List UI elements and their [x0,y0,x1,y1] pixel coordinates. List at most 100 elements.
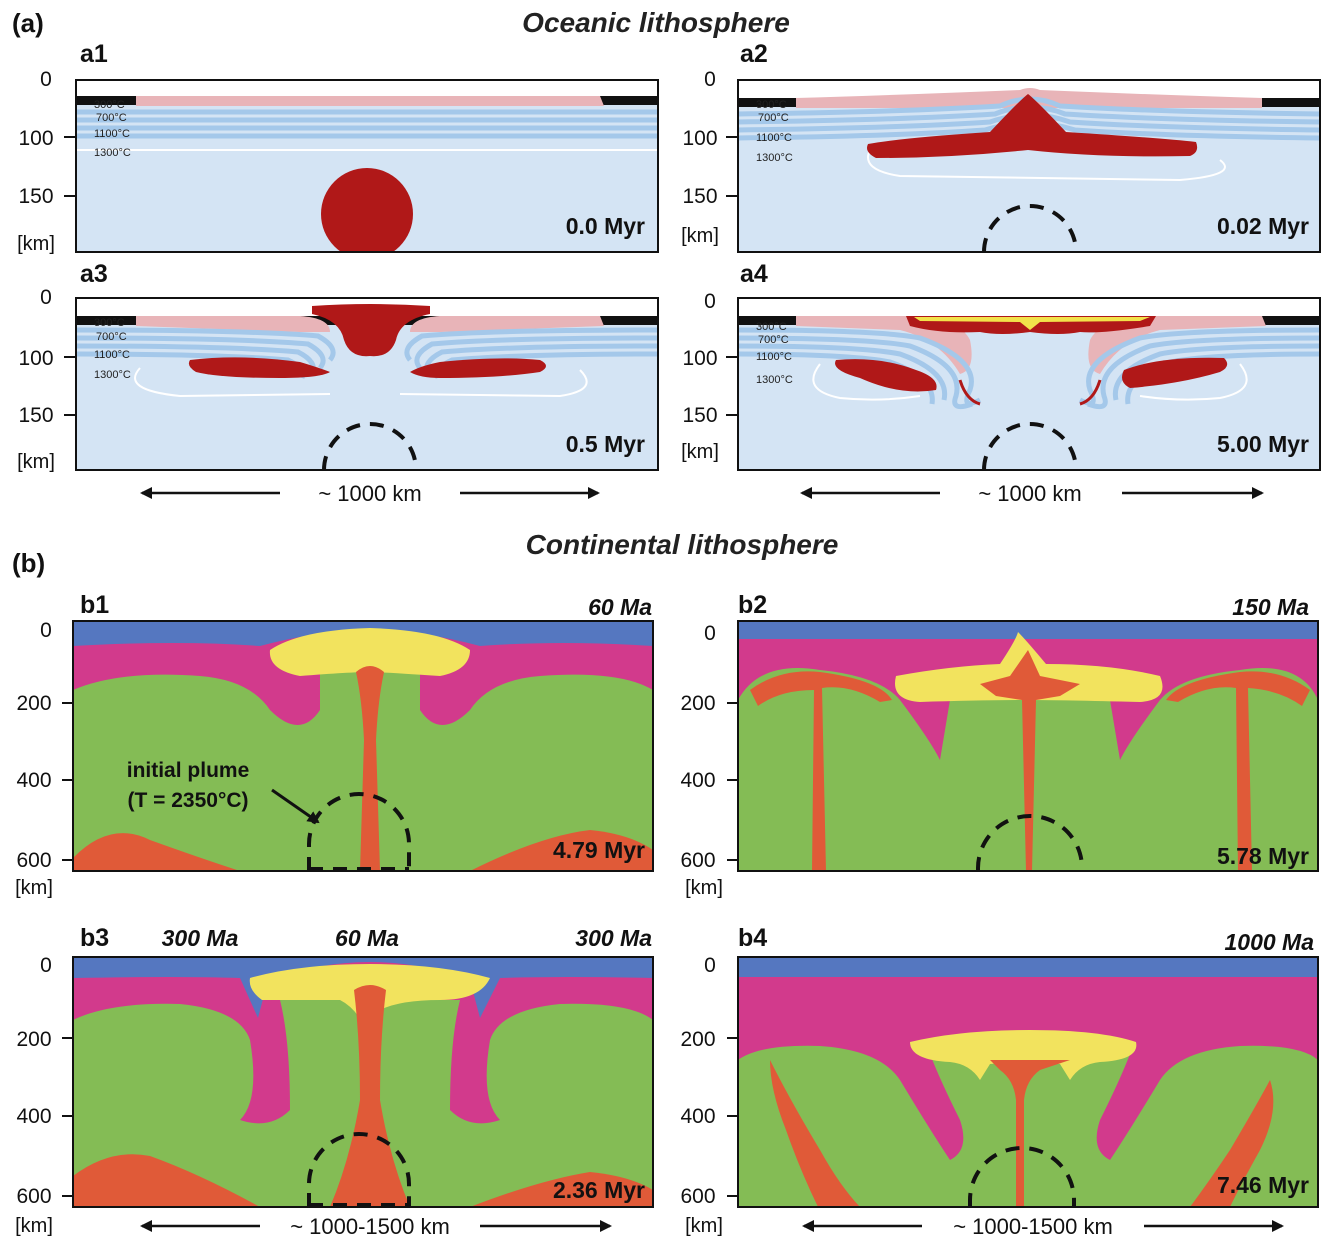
isotherm-1100-a1: 1100°C [94,128,130,140]
age-b2: 150 Ma [1232,594,1309,620]
isotherm-1100-a3: 1100°C [94,349,130,361]
depth-axis-b4: 0 200 400 600 [km] [680,954,738,1237]
plume-conduit-b3 [330,985,410,1207]
initial-plume-outline-b2 [976,814,1084,871]
scale-text-a-right: ~ 1000 km [978,481,1081,506]
isotherm-1100-a2: 1100°C [756,132,792,144]
tick-a3-150: 150 [18,404,53,427]
section-a-title: Oceanic lithosphere [522,7,790,38]
plume-note-line1: initial plume [127,759,250,782]
panel-a3: a3 0 100 150 [km] [17,260,659,473]
isotherm-700-a4: 700°C [758,334,789,346]
tick-a2-100: 100 [682,127,717,150]
section-b-title: Continental lithosphere [526,529,839,560]
isotherm-1300-a3: 1300°C [94,369,131,381]
isotherm-700-a1: 700°C [96,112,127,124]
tick-a4-0: 0 [704,290,716,313]
scale-bar-a-right: ~ 1000 km [800,481,1264,506]
tick-b4-400: 400 [680,1105,715,1128]
initial-plume-outline-a4 [982,422,1078,470]
melt-b1 [269,628,470,676]
panel-label-b2: b2 [738,591,767,619]
age-b3-left: 300 Ma [162,925,239,951]
time-a2: 0.02 Myr [1217,213,1309,239]
panel-label-b1: b1 [80,591,109,619]
isotherm-300-a2: 300°C [756,99,787,111]
tick-a2-0: 0 [704,68,716,91]
panel-label-a1: a1 [80,40,108,68]
scale-bar-b-left: ~ 1000-1500 km [140,1214,612,1239]
depth-axis-b1: 0 200 400 600 [km] [15,619,73,899]
panel-b4: b4 1000 Ma 0 200 400 600 [km] 7.46 Myr [680,924,1319,1237]
depth-axis-a4: 0 100 150 [km] [681,290,738,463]
initial-plume-outline-a3 [322,422,418,470]
isotherm-300-a1: 300°C [94,99,125,111]
panel-label-b4: b4 [738,924,767,952]
scale-bar-b-right: ~ 1000-1500 km [802,1214,1284,1239]
tick-a1-150: 150 [18,185,53,208]
tick-b4-200: 200 [680,1028,715,1051]
mantle-b1 [73,660,653,871]
panel-a2: a2 0 100 150 [km] 300°C 700°C 1100°C [681,40,1321,253]
isotherm-300-a4: 300°C [756,321,787,333]
isotherm-1100-a4: 1100°C [756,351,792,363]
time-b3: 2.36 Myr [553,1177,645,1203]
scale-text-a-left: ~ 1000 km [318,481,421,506]
unit-b3: [km] [15,1215,53,1237]
tick-a2-150: 150 [682,185,717,208]
plume-conduit-b1 [356,666,384,871]
plume-note-arrow [271,788,320,824]
unit-a2: [km] [681,225,719,247]
tick-b2-0: 0 [704,622,716,645]
panel-a4: a4 0 100 150 [km] [681,260,1321,471]
age-b1: 60 Ma [588,594,652,620]
tick-b3-200: 200 [16,1028,51,1051]
age-b3-right: 300 Ma [575,925,652,951]
isotherm-700-a3: 700°C [96,331,127,343]
age-b4: 1000 Ma [1224,929,1314,955]
depth-axis-a1: 0 100 150 [km] [17,68,76,255]
scale-text-b-left: ~ 1000-1500 km [290,1214,450,1239]
tick-b2-600: 600 [680,849,715,872]
panel-a1: a1 0 100 150 [km] 300°C 700°C 1100°C 130… [17,40,659,255]
tick-b1-200: 200 [16,692,51,715]
mantle-b4 [738,1045,1318,1207]
panel-label-a4: a4 [740,260,768,288]
initial-plume-outline-a2 [982,204,1078,252]
time-b2: 5.78 Myr [1217,843,1309,869]
isotherm-700-a2: 700°C [758,112,789,124]
section-b-label: (b) [12,548,45,578]
plume-note-line2: (T = 2350°C) [127,789,248,812]
unit-a1: [km] [17,233,55,255]
tick-a3-0: 0 [40,286,52,309]
tick-b2-400: 400 [680,769,715,792]
tick-b1-600: 600 [16,849,51,872]
tick-b4-600: 600 [680,1185,715,1208]
isotherm-1300-a1: 1300°C [94,147,131,159]
unit-b2: [km] [685,877,723,899]
tick-b3-400: 400 [16,1105,51,1128]
panel-b2: b2 150 Ma 0 200 400 600 [km] 5.78 Myr [680,591,1319,899]
time-b1: 4.79 Myr [553,837,645,863]
isotherm-1300-a4: 1300°C [756,374,793,386]
scale-bar-a-left: ~ 1000 km [140,481,600,506]
plume-a2 [867,94,1198,158]
depth-axis-a3: 0 100 150 [km] [17,286,76,473]
depth-axis-b3: 0 200 400 600 [km] [15,954,73,1237]
plume-conduit-b2 [980,650,1080,871]
time-a3: 0.5 Myr [566,431,645,457]
isotherm-300-a3: 300°C [94,317,125,329]
tick-a3-100: 100 [18,347,53,370]
initial-plume-outline-b4 [968,1146,1076,1207]
tick-a1-0: 0 [40,68,52,91]
panel-label-a2: a2 [740,40,768,68]
plume-head-a3 [312,304,430,357]
panel-b3: b3 300 Ma 60 Ma 300 Ma 0 200 400 600 [km… [15,924,654,1237]
melt-a4 [914,317,1150,330]
tick-a4-150: 150 [682,404,717,427]
melt-b4 [910,1030,1137,1080]
age-b3-center: 60 Ma [335,925,399,951]
unit-a4: [km] [681,441,719,463]
depth-axis-a2: 0 100 150 [km] [681,68,738,247]
